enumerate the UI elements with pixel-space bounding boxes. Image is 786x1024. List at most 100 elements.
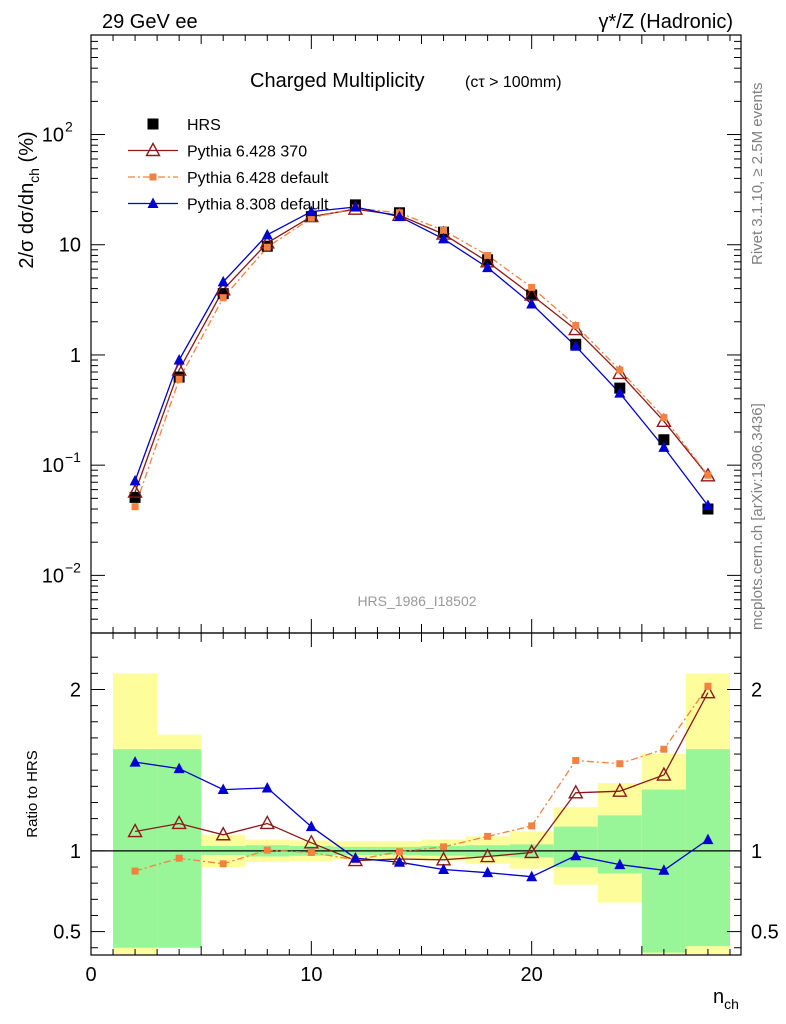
ratio-series-0	[134, 692, 709, 862]
ratio-bands	[91, 673, 741, 955]
ratio-point-1-9	[528, 822, 536, 830]
ratio-point-0-9	[524, 844, 540, 859]
main-line-2	[134, 207, 709, 507]
ratio-point-1-11	[616, 760, 624, 768]
x-tick-label-2: 20	[521, 964, 543, 986]
ratio-point-0-10	[568, 784, 584, 799]
ratio-point-2-10	[570, 849, 582, 861]
main-markers-3	[129, 201, 714, 511]
ratio-point-2-8	[482, 866, 494, 878]
main-point-3-5	[349, 201, 361, 212]
main-point-3-11	[614, 387, 626, 398]
x-axis-label: nch	[713, 986, 739, 1012]
ratio-line-2	[135, 761, 709, 878]
legend-entry-2: Pythia 6.428 default	[128, 170, 329, 187]
main-point-2-2	[219, 294, 227, 302]
main-point-2-8	[484, 251, 492, 259]
main-point-1-0	[127, 483, 143, 498]
header-right: γ*/Z (Hadronic)	[599, 11, 733, 33]
main-point-3-9	[526, 297, 538, 309]
main-point-0-2	[217, 288, 229, 300]
main-line-1	[134, 208, 709, 493]
main-series-3	[134, 206, 709, 506]
ratio-markers-2	[129, 756, 714, 882]
main-point-0-8	[482, 254, 494, 266]
ratio-line-0	[134, 692, 709, 862]
ratio-point-2-13	[702, 833, 714, 845]
ratio-point-1-13	[704, 682, 712, 690]
green-band-0	[113, 749, 158, 948]
ratio-point-0-3	[259, 814, 275, 830]
main-point-2-11	[616, 366, 624, 374]
ratio-point-0-8	[479, 848, 496, 863]
legend-label-0: HRS	[187, 117, 221, 134]
ratio-point-1-10	[572, 757, 580, 765]
y-axis-label: 2/σ dσ/dnch (%)	[16, 131, 42, 268]
ratio-point-1-4	[307, 849, 315, 857]
ratio-point-2-4	[305, 820, 317, 832]
ry-tick-label-right-0: 0.5	[751, 922, 779, 944]
chart-title-group: Charged Multiplicity (cτ > 100mm)	[250, 70, 562, 92]
main-markers-1	[127, 200, 716, 498]
rivet-label: Rivet 3.1.10, ≥ 2.5M events	[749, 83, 766, 266]
ry-tick-label-0: 0.5	[53, 922, 81, 944]
y-tick-exp-4: 2	[65, 119, 73, 135]
mcplots-label: mcplots.cern.ch [arXiv:1306.3436]	[749, 403, 766, 630]
main-point-2-7	[440, 226, 448, 234]
y-tick-label-1: 10	[42, 455, 64, 477]
main-point-3-2	[217, 275, 229, 287]
main-point-3-12	[658, 441, 670, 452]
ratio-point-1-8	[484, 832, 492, 840]
ratio-point-2-11	[614, 858, 626, 870]
ratio-point-1-7	[440, 843, 448, 851]
ratio-point-1-1	[175, 854, 183, 862]
y-tick-label-3: 10	[59, 235, 81, 257]
chart-title-cut: (cτ > 100mm)	[465, 74, 562, 91]
ratio-point-2-3	[261, 781, 273, 793]
legend-entry-0: HRS	[147, 117, 221, 134]
legend-label-1: Pythia 6.428 370	[187, 144, 307, 161]
main-point-0-12	[658, 434, 670, 446]
ratio-point-0-13	[700, 684, 716, 699]
ratio-point-0-2	[215, 826, 231, 841]
y-tick-label-0: 10	[42, 565, 64, 587]
x-axis-label-sub: ch	[724, 996, 739, 1012]
ratio-point-0-0	[127, 823, 143, 838]
ratio-line-1	[134, 685, 709, 872]
main-point-2-1	[175, 375, 183, 383]
ratio-frame	[90, 632, 742, 956]
ratio-point-2-6	[393, 856, 405, 867]
main-markers-2	[131, 204, 712, 511]
legend: HRS Pythia 6.428 370 Pythia 6.428 default P…	[128, 117, 329, 214]
ratio-series-1	[134, 685, 709, 872]
main-point-3-7	[438, 232, 450, 244]
green-band-13	[685, 749, 730, 947]
legend-marker-1	[145, 142, 161, 157]
y-tick-exp-1: −1	[65, 449, 81, 465]
main-point-3-10	[570, 340, 582, 351]
chart-title: Charged Multiplicity	[250, 70, 425, 92]
ratio-point-0-1	[171, 814, 187, 830]
ratio-point-1-6	[395, 848, 403, 856]
legend-marker-3	[147, 197, 159, 208]
main-point-2-4	[307, 214, 315, 222]
green-band-1	[157, 749, 202, 948]
analysis-watermark: HRS_1986_I18502	[357, 593, 476, 609]
ry-tick-label-2: 2	[70, 679, 81, 701]
main-point-3-8	[482, 261, 494, 273]
legend-entry-1: Pythia 6.428 370	[128, 142, 307, 161]
ratio-point-0-4	[303, 834, 320, 849]
ratio-point-1-3	[263, 846, 271, 854]
legend-label-3: Pythia 8.308 default	[187, 197, 329, 214]
main-point-0-9	[526, 289, 538, 301]
main-series-1	[134, 208, 709, 493]
main-point-3-3	[261, 228, 273, 240]
main-point-1-1	[171, 361, 187, 376]
ry-tick-label-1: 1	[70, 841, 81, 863]
main-point-3-13	[702, 499, 714, 511]
ratio-point-2-1	[173, 762, 185, 774]
x-tick-label-1: 10	[300, 964, 322, 986]
legend-marker-0	[147, 118, 159, 130]
main-point-3-0	[129, 474, 141, 486]
